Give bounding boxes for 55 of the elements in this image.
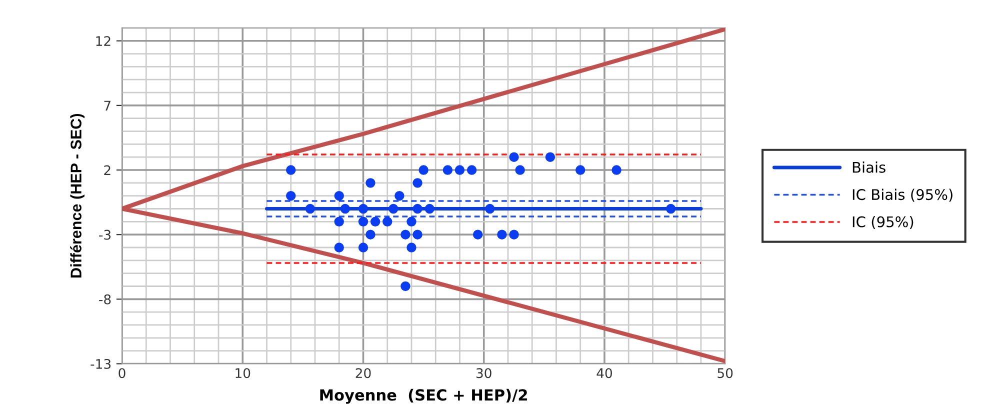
point	[305, 204, 316, 214]
point	[358, 216, 368, 227]
point	[466, 165, 477, 175]
point	[454, 165, 465, 175]
point	[472, 230, 483, 240]
y-tick-label: -3	[99, 230, 111, 240]
point	[358, 204, 368, 214]
point	[400, 281, 410, 292]
legend-label: Biais	[852, 162, 886, 173]
point	[424, 204, 434, 214]
y-tick-label: -13	[90, 358, 111, 369]
x-tick-label: 50	[718, 368, 733, 378]
x-tick-label: 10	[236, 368, 250, 378]
point	[612, 165, 622, 175]
point	[418, 165, 428, 175]
y-tick-label: 12	[96, 36, 110, 46]
legend-label: IC (95%)	[852, 216, 914, 230]
point	[545, 152, 556, 162]
point	[497, 230, 507, 240]
y-tick-label: 2	[104, 165, 110, 176]
x-tick-label: 40	[596, 368, 612, 378]
x-tick-label: 30	[476, 368, 492, 378]
point	[412, 230, 422, 240]
point	[394, 190, 404, 201]
point	[442, 165, 453, 175]
point	[334, 216, 344, 227]
legend-label: IC Biais (95%)	[852, 188, 952, 202]
point	[509, 230, 519, 240]
point	[334, 242, 344, 252]
point	[366, 230, 376, 240]
point	[400, 230, 410, 240]
point	[485, 204, 495, 214]
point	[666, 204, 676, 214]
x-axis-title: Moyenne (SEC + HEP)/2	[320, 388, 527, 404]
point	[412, 204, 422, 214]
x-tick-label: 0	[118, 368, 126, 378]
point	[370, 216, 380, 227]
y-tick-label: -8	[99, 294, 111, 304]
point	[382, 216, 392, 227]
point	[286, 165, 296, 175]
point	[286, 190, 296, 201]
y-axis-title: Différence (HEP - SEC)	[70, 114, 84, 278]
point	[575, 165, 586, 175]
point	[406, 216, 416, 227]
x-tick-label: 20	[356, 368, 371, 378]
point	[366, 178, 376, 188]
y-tick-label: 7	[104, 100, 110, 110]
point	[515, 165, 525, 175]
point	[412, 178, 422, 188]
point	[509, 152, 519, 162]
point	[358, 242, 368, 252]
point	[340, 204, 350, 214]
point	[406, 242, 416, 252]
point	[334, 190, 344, 201]
point	[388, 204, 398, 214]
